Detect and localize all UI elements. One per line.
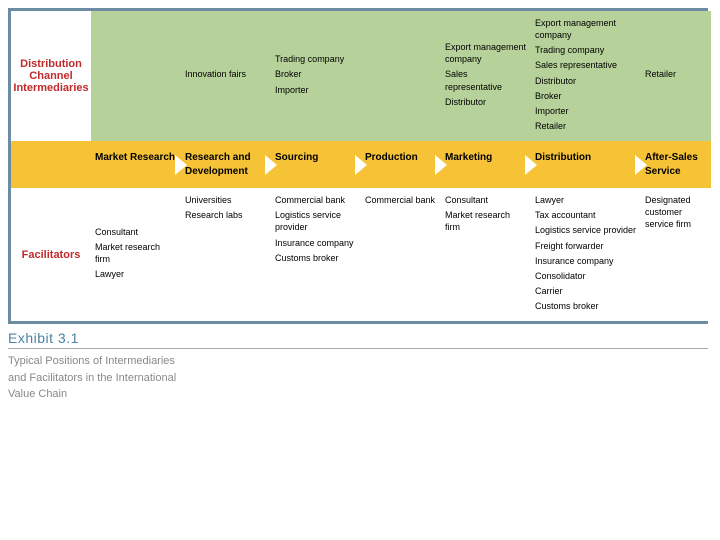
intermediaries-cell-2: Trading company Broker Importer xyxy=(271,11,361,141)
cell-item: Commercial bank xyxy=(275,194,357,206)
cell-item: Trading company xyxy=(535,44,637,56)
intermediaries-cell-0 xyxy=(91,11,181,141)
cell-item: Consolidator xyxy=(535,270,637,282)
facilitators-cell-3: Commercial bank xyxy=(361,188,441,321)
cell-item: Distributor xyxy=(535,75,637,87)
intermediaries-label: Distribution Channel Intermediaries xyxy=(11,11,91,141)
cell-item: Tax accountant xyxy=(535,209,637,221)
facilitators-label: Facilitators xyxy=(11,188,91,321)
stage-label: Distribution xyxy=(535,152,591,163)
cell-item: Market research firm xyxy=(95,241,177,265)
cell-item: Lawyer xyxy=(95,268,177,280)
caption-line: Typical Positions of Intermediaries xyxy=(8,353,708,370)
stage-label: Production xyxy=(365,152,418,163)
intermediaries-cell-5: Export management company Trading compan… xyxy=(531,11,641,141)
arrow-icon xyxy=(175,155,187,175)
facilitators-cell-5: Lawyer Tax accountant Logistics service … xyxy=(531,188,641,321)
intermediaries-cell-4: Export management company Sales represen… xyxy=(441,11,531,141)
cell-item: Importer xyxy=(275,84,357,96)
cell-item: Trading company xyxy=(275,53,357,65)
cell-item: Distributor xyxy=(445,96,527,108)
cell-item: Commercial bank xyxy=(365,194,437,206)
stage-label: Market Research xyxy=(95,152,175,163)
cell-item: Broker xyxy=(535,90,637,102)
stage-label: After-Sales Service xyxy=(645,152,698,177)
cell-item: Importer xyxy=(535,105,637,117)
intermediaries-cell-6: Retailer xyxy=(641,11,711,141)
stage-6: After-Sales Service xyxy=(641,141,711,188)
cell-item: Customs broker xyxy=(275,252,357,264)
cell-item: Research labs xyxy=(185,209,267,221)
caption-title: Exhibit 3.1 xyxy=(8,330,708,349)
stage-4: Marketing xyxy=(441,141,531,188)
arrow-icon xyxy=(525,155,537,175)
stage-1: Research and Development xyxy=(181,141,271,188)
cell-item: Retailer xyxy=(645,68,707,80)
stage-0: Market Research xyxy=(91,141,181,188)
cell-item: Broker xyxy=(275,68,357,80)
caption-line: Value Chain xyxy=(8,386,708,403)
intermediaries-cell-1: Innovation fairs xyxy=(181,11,271,141)
cell-item: Export management company xyxy=(445,41,527,65)
arrow-icon xyxy=(635,155,647,175)
caption-text: Typical Positions of Intermediaries and … xyxy=(8,353,708,403)
stage-label: Marketing xyxy=(445,152,492,163)
cell-item: Consultant xyxy=(445,194,527,206)
arrow-icon xyxy=(355,155,367,175)
cell-item: Insurance company xyxy=(275,237,357,249)
cell-item: Retailer xyxy=(535,120,637,132)
stages-label-blank xyxy=(11,141,91,188)
stage-3: Production xyxy=(361,141,441,188)
arrow-icon xyxy=(435,155,447,175)
caption-line: and Facilitators in the International xyxy=(8,370,708,387)
cell-item: Market research firm xyxy=(445,209,527,233)
cell-item: Sales representative xyxy=(445,68,527,92)
cell-item: Sales representative xyxy=(535,59,637,71)
diagram-grid: Distribution Channel Intermediaries Inno… xyxy=(11,11,705,321)
stage-label: Sourcing xyxy=(275,152,318,163)
facilitators-label-text: Facilitators xyxy=(22,249,81,261)
cell-item: Innovation fairs xyxy=(185,68,267,80)
cell-item: Logistics service provider xyxy=(275,209,357,233)
facilitators-cell-0: Consultant Market research firm Lawyer xyxy=(91,188,181,321)
stage-5: Distribution xyxy=(531,141,641,188)
intermediaries-cell-3 xyxy=(361,11,441,141)
cell-item: Universities xyxy=(185,194,267,206)
cell-item: Consultant xyxy=(95,226,177,238)
intermediaries-label-text: Distribution Channel Intermediaries xyxy=(13,58,88,94)
cell-item: Logistics service provider xyxy=(535,224,637,236)
arrow-icon xyxy=(265,155,277,175)
stage-2: Sourcing xyxy=(271,141,361,188)
facilitators-cell-1: Universities Research labs xyxy=(181,188,271,321)
cell-item: Freight forwarder xyxy=(535,240,637,252)
diagram-frame: Distribution Channel Intermediaries Inno… xyxy=(8,8,708,324)
stage-label: Research and Development xyxy=(185,152,251,177)
caption-block: Exhibit 3.1 Typical Positions of Interme… xyxy=(8,330,708,403)
cell-item: Lawyer xyxy=(535,194,637,206)
cell-item: Insurance company xyxy=(535,255,637,267)
facilitators-cell-6: Designated customer service firm xyxy=(641,188,711,321)
facilitators-cell-2: Commercial bank Logistics service provid… xyxy=(271,188,361,321)
cell-item: Customs broker xyxy=(535,300,637,312)
cell-item: Carrier xyxy=(535,285,637,297)
cell-item: Export management company xyxy=(535,17,637,41)
cell-item: Designated customer service firm xyxy=(645,194,707,230)
facilitators-cell-4: Consultant Market research firm xyxy=(441,188,531,321)
